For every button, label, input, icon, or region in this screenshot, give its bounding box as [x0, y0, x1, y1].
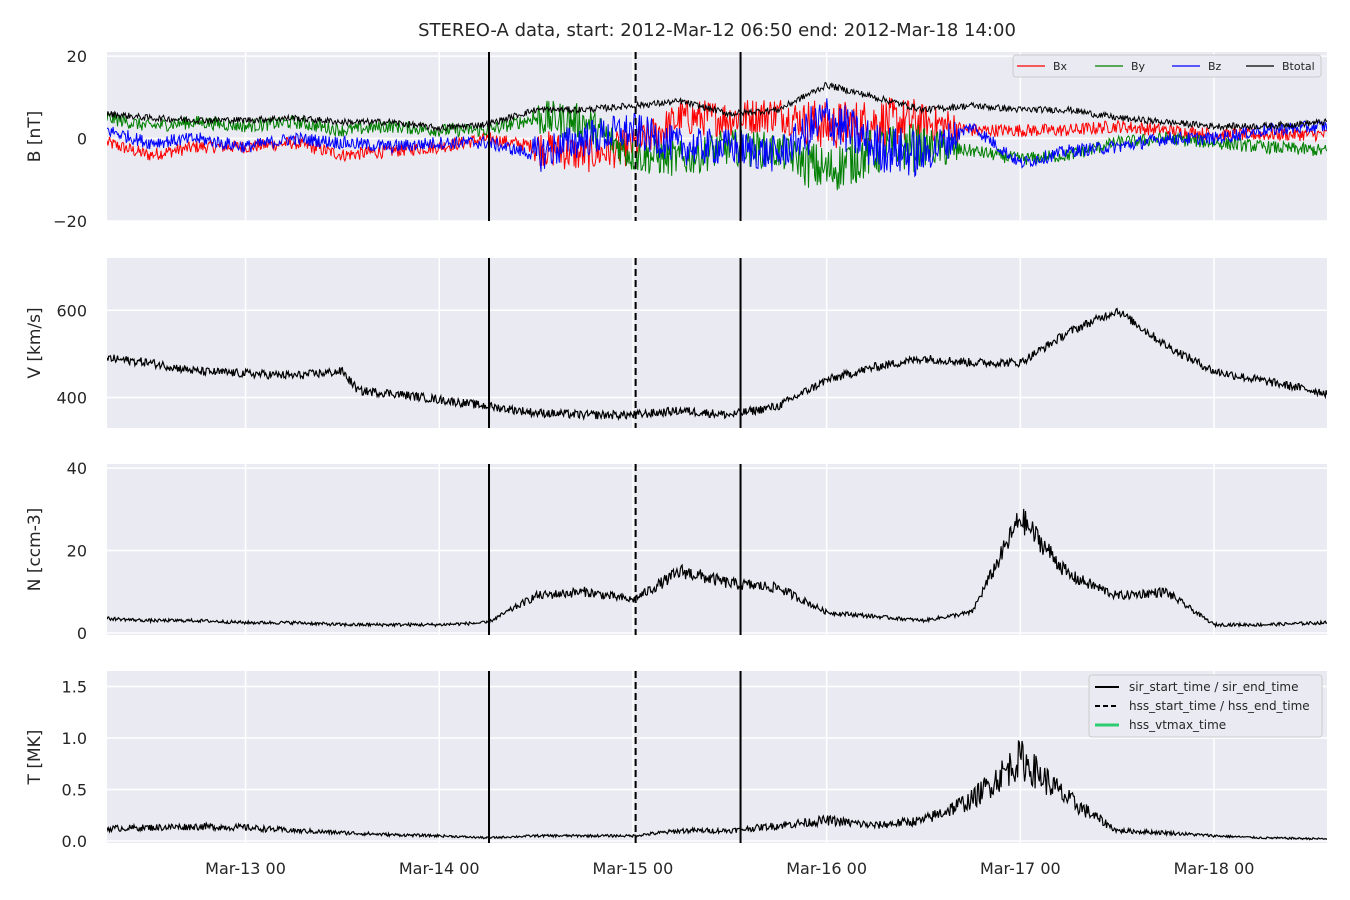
- legend-label-event: hss_vtmax_time: [1129, 718, 1226, 732]
- y-tick-label: 400: [56, 388, 87, 407]
- legend-label-By: By: [1131, 60, 1146, 73]
- legend-box: [1088, 674, 1323, 738]
- y-tick-label: 0.0: [62, 832, 87, 851]
- legend-label-event: hss_start_time / hss_end_time: [1129, 699, 1310, 713]
- y-tick-label: 0.5: [62, 780, 87, 799]
- series-line-Btotal: [107, 81, 1327, 133]
- plot-area: [107, 464, 1327, 635]
- x-tick-label: Mar-16 00: [786, 859, 867, 878]
- y-tick-label: 1.0: [62, 729, 87, 748]
- plot-area: [107, 258, 1327, 428]
- x-tick-label: Mar-17 00: [980, 859, 1061, 878]
- series-line-V: [107, 307, 1327, 421]
- panel-2: 0 20 40 N [ccm-3]: [25, 459, 1327, 643]
- panel-3: 0.0 0.5 1.0 1.5 T [MK] sir_start_time / sir_e…: [25, 671, 1327, 851]
- x-tick-label: Mar-13 00: [205, 859, 286, 878]
- y-tick-label: 0: [77, 624, 87, 643]
- y-tick-label: −20: [53, 212, 87, 231]
- x-tick-label: Mar-18 00: [1174, 859, 1255, 878]
- legend-label-Bz: Bz: [1208, 60, 1222, 73]
- y-axis-label: T [MK]: [25, 730, 45, 786]
- series-line-T: [107, 740, 1327, 841]
- y-tick-label: 20: [67, 542, 87, 561]
- y-axis-label: B [nT]: [25, 111, 45, 163]
- y-tick-label: 20: [67, 47, 87, 66]
- series-line-Bx: [107, 97, 1327, 173]
- y-tick-label: 600: [56, 301, 87, 320]
- legend-b: Bx By Bz Btotal: [1012, 54, 1322, 78]
- legend-events: sir_start_time / sir_end_time hss_start_t…: [1088, 674, 1323, 738]
- y-tick-label: 0: [77, 130, 87, 149]
- x-tick-label: Mar-15 00: [593, 859, 674, 878]
- y-axis-label: N [ccm-3]: [25, 508, 45, 592]
- legend-label-Bx: Bx: [1053, 60, 1068, 73]
- series-line-N: [107, 508, 1327, 629]
- y-axis-label: V [km/s]: [25, 307, 45, 378]
- x-axis-ticks: Mar-13 00 Mar-14 00 Mar-15 00 Mar-16 00 Mar-…: [205, 859, 1254, 878]
- y-tick-label: 1.5: [62, 677, 87, 696]
- y-tick-label: 40: [67, 459, 87, 478]
- x-tick-label: Mar-14 00: [399, 859, 480, 878]
- panel-0: −20 0 20 B [nT] Bx By Bz Btotal: [25, 47, 1327, 231]
- legend-label-Btotal: Btotal: [1282, 60, 1315, 73]
- panels: −20 0 20 B [nT] Bx By Bz Btotal 400 600 V [km/s] 0 2…: [25, 47, 1327, 851]
- legend-label-event: sir_start_time / sir_end_time: [1129, 680, 1299, 694]
- legend-box: [1012, 54, 1322, 78]
- panel-1: 400 600 V [km/s]: [25, 258, 1327, 428]
- series-line-Bz: [107, 98, 1327, 178]
- chart-title: STEREO-A data, start: 2012-Mar-12 06:50 …: [418, 20, 1016, 41]
